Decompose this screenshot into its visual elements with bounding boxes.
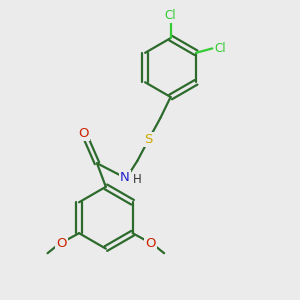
Text: Cl: Cl	[215, 42, 226, 55]
Text: O: O	[56, 237, 67, 250]
Text: H: H	[133, 173, 142, 186]
Text: O: O	[145, 237, 155, 250]
Text: Cl: Cl	[165, 9, 176, 22]
Text: S: S	[144, 133, 153, 146]
Text: O: O	[79, 127, 89, 140]
Text: N: N	[120, 172, 130, 184]
